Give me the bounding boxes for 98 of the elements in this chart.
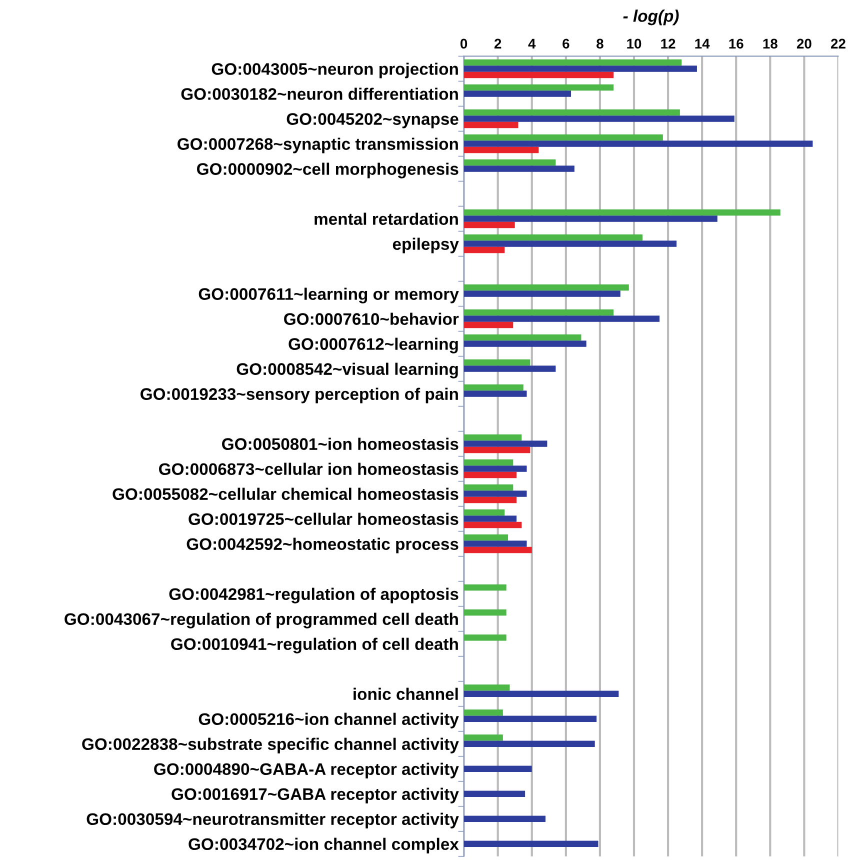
bar [464, 290, 620, 297]
bar [464, 384, 524, 391]
bar [464, 516, 517, 522]
bar [464, 109, 680, 116]
bar [464, 790, 526, 797]
x-tick-label: 16 [729, 38, 744, 49]
y-tick-label: GO:0005216~ion channel activity [198, 712, 459, 728]
bar [464, 546, 532, 554]
bar [464, 434, 522, 441]
bar [464, 540, 527, 547]
x-tick-label: 0 [460, 38, 468, 49]
bar [464, 609, 506, 616]
y-tick-label: GO:0010941~regulation of cell death [171, 638, 458, 654]
bar [464, 66, 697, 72]
bar [464, 216, 718, 222]
bar [464, 459, 514, 466]
bar [464, 584, 506, 591]
bar [464, 59, 682, 66]
bar [464, 322, 514, 328]
bar [464, 446, 530, 454]
y-tick-label: GO:0007610~behavior [284, 312, 459, 325]
bar [464, 309, 614, 316]
bar [464, 484, 514, 491]
bar [464, 690, 619, 697]
bar [464, 472, 517, 478]
y-tick-label: GO:0000902~cell morphogenesis [197, 162, 458, 178]
y-tick-label: GO:0045202~synapse [286, 113, 458, 128]
bar [464, 740, 595, 747]
bar [464, 522, 522, 528]
x-tick-label: 6 [562, 38, 570, 49]
y-tick-label: mental retardation [314, 212, 458, 225]
x-tick-label: 12 [661, 38, 676, 48]
bar [464, 146, 539, 154]
bar [464, 359, 530, 366]
bar [464, 234, 643, 241]
x-tick-label: 8 [596, 38, 604, 49]
y-tick-label: GO:0007612~learning [288, 338, 458, 354]
bar [464, 166, 574, 172]
bar [464, 840, 598, 847]
x-tick-label: 14 [695, 38, 710, 48]
bar [464, 134, 663, 141]
y-tick-label: GO:0043067~regulation of programmed cell death [64, 612, 458, 628]
bar [464, 284, 629, 291]
bar [464, 140, 813, 147]
bar [464, 716, 597, 722]
y-tick-label: GO:0022838~substrate specific channel activity [82, 738, 459, 754]
bar [464, 90, 572, 97]
y-tick-label: GO:0042592~homeostatic process [186, 538, 458, 554]
bar [464, 440, 548, 447]
bar [464, 116, 734, 122]
y-tick-label: GO:0042981~regulation of apoptosis [169, 588, 458, 604]
bar [464, 766, 532, 772]
bar [464, 159, 556, 166]
bar [464, 240, 677, 247]
x-tick-label: 22 [830, 38, 846, 48]
bar [464, 72, 614, 78]
bar [464, 334, 582, 341]
x-tick-label: 2 [494, 38, 502, 48]
x-tick-label: 4 [528, 38, 536, 48]
x-axis-title: - log(p) [623, 10, 679, 26]
bar [464, 390, 527, 397]
bar [464, 246, 505, 254]
bar [464, 634, 506, 641]
y-tick-label: GO:0055082~cellular chemical homeostasis [112, 488, 458, 500]
bar [464, 222, 515, 228]
y-tick-label: GO:0019233~sensory perception of pain [140, 388, 458, 404]
bar [464, 709, 503, 716]
bar [464, 366, 556, 372]
bar [464, 534, 508, 541]
x-tick-label: 10 [627, 38, 642, 49]
bar [464, 316, 660, 322]
y-tick-label: ionic channel [354, 688, 458, 700]
y-tick-label: GO:0019725~cellular homeostasis [188, 512, 458, 525]
x-tick-label: 20 [796, 38, 812, 49]
y-tick-label: GO:0008542~visual learning [236, 362, 458, 378]
x-tick-label: 18 [763, 38, 778, 49]
bar [464, 490, 527, 497]
y-tick-label: GO:0006873~cellular ion homeostasis [159, 462, 458, 476]
bar [464, 816, 546, 822]
bar [464, 466, 527, 472]
y-tick-label: GO:0034702~ion channel complex [188, 838, 459, 854]
y-tick-label: GO:0050801~ion homeostasis [222, 438, 458, 450]
y-tick-label: GO:0016917~GABA receptor activity [172, 788, 459, 804]
bar [464, 684, 510, 691]
bar [464, 209, 780, 216]
y-tick-label: GO:0030594~neurotransmitter receptor activity [86, 812, 459, 828]
bar [464, 496, 517, 504]
y-tick-label: GO:0007268~synaptic transmission [178, 138, 458, 154]
y-tick-label: GO:0030182~neuron differentiation [181, 88, 458, 100]
bar [464, 509, 505, 516]
bar [464, 84, 614, 91]
y-tick-label: GO:0007611~learning or memory [198, 288, 459, 304]
y-tick-label: GO:0004890~GABA-A receptor activity [154, 762, 459, 778]
y-tick-label: epilepsy [392, 238, 459, 254]
y-tick-label: GO:0043005~neuron projection [212, 62, 458, 78]
bar [464, 340, 586, 347]
bar [464, 734, 503, 741]
bar [464, 122, 518, 128]
